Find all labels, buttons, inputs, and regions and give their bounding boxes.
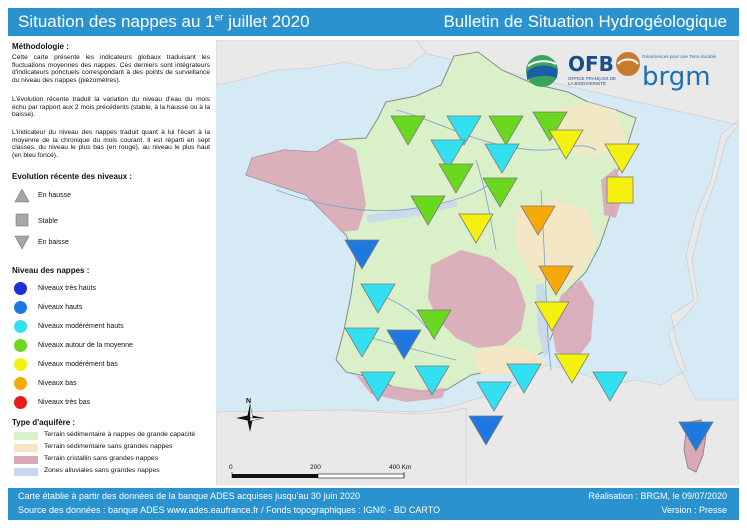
level-color-dot-icon [14, 358, 27, 371]
level-label: Niveaux autour de la moyenne [38, 342, 133, 349]
level-color-dot-icon [14, 301, 27, 314]
ofb-logo-text: OFB [568, 52, 614, 76]
title-superscript: er [214, 12, 224, 24]
scale-label-400: 400 Km [389, 464, 412, 471]
footer-version: Version : Presse [661, 505, 727, 515]
scale-bar [231, 472, 405, 479]
aquifer-indicator-down-icon [446, 115, 482, 146]
bulletin-title: Bulletin de Situation Hydrogéologique [443, 12, 727, 31]
aquifer-indicator-down-icon [410, 195, 446, 226]
aquifer-label: Terrain cristallin sans grandes nappes [44, 455, 159, 462]
aquifer-label: Zones alluviales sans grandes nappes [44, 467, 160, 474]
legend-panel: Méthodologie : Cette carte présente les … [8, 40, 216, 485]
level-label: Niveaux modérément bas [38, 361, 118, 368]
page-title: Situation des nappes au 1er juillet 2020 [18, 12, 310, 32]
aquifer-indicator-down-icon [604, 143, 640, 174]
methodology-paragraph-2: L'évolution récente traduit la variation… [12, 96, 210, 119]
header-bar: Situation des nappes au 1er juillet 2020… [8, 8, 739, 36]
aquifer-indicator-down-icon [476, 381, 512, 412]
aquifer-swatch [14, 444, 38, 452]
aquifer-indicator-down-icon [532, 111, 568, 142]
aquifer-indicator-down-icon [484, 143, 520, 174]
spain-land [216, 407, 467, 485]
aquifer-indicator-down-icon [538, 265, 574, 296]
armorican-massif [246, 140, 366, 232]
level-label: Niveaux très bas [38, 399, 91, 406]
up-triangle-icon [14, 188, 30, 203]
england-land [216, 40, 427, 86]
aquifer-indicator-down-icon [482, 177, 518, 208]
scale-label-200: 200 [310, 464, 321, 471]
aquifer-indicator-down-icon [386, 329, 422, 360]
square-icon [15, 213, 29, 227]
methodology-paragraph-1: Cette carte présente les indicateurs glo… [12, 54, 210, 84]
aquifer-indicator-down-icon [488, 115, 524, 146]
footer-bar: Carte établie à partir des données de la… [8, 488, 739, 520]
brgm-slogan: Géosciences pour une Terre durable [642, 54, 717, 59]
aquifer-indicator-down-icon [430, 139, 466, 170]
aquifer-indicator-down-icon [360, 371, 396, 402]
aquifer-label: Terrain sédimentaire sans grandes nappes [44, 443, 173, 450]
aquifer-indicator-down-icon [414, 365, 450, 396]
title-main: Situation des nappes au 1 [18, 12, 215, 31]
level-color-dot-icon [14, 396, 27, 409]
evolution-title: Evolution récente des niveaux : [12, 172, 133, 181]
level-label: Niveaux très hauts [38, 285, 96, 292]
aquifer-indicator-down-icon [468, 415, 504, 446]
aquifer-indicator-down-icon [458, 213, 494, 244]
levels-title: Niveau des nappes : [12, 266, 90, 275]
alps-massif [551, 280, 594, 360]
aquifer-indicator-down-icon [506, 363, 542, 394]
ofb-logo-icon [526, 55, 558, 87]
aquifer-indicator-down-icon [548, 129, 584, 160]
methodology-title: Méthodologie : [12, 42, 69, 51]
massif-central [428, 250, 526, 348]
level-color-dot-icon [14, 282, 27, 295]
aquifer-indicator-down-icon [390, 115, 426, 146]
level-color-dot-icon [14, 377, 27, 390]
methodology-paragraph-3: L'indicateur du niveau des nappes tradui… [12, 129, 210, 159]
aquifer-swatch [14, 468, 38, 476]
title-end: juillet 2020 [223, 12, 310, 31]
footer-sources: Source des données : banque ADES www.ade… [18, 505, 441, 515]
aquifer-indicator-down-icon [678, 421, 714, 452]
aquifer-indicator-down-icon [344, 327, 380, 358]
aquifer-indicator-down-icon [438, 163, 474, 194]
evolution-label-down: En baisse [38, 239, 69, 246]
france-map: N 0 200 400 Km [216, 40, 739, 485]
level-label: Niveaux modérément hauts [38, 323, 124, 330]
map-canvas [216, 40, 739, 485]
footer-realisation: Réalisation : BRGM, le 09/07/2020 [588, 491, 727, 501]
logos: OFB OFFICE FRANÇAIS DE LA BIODIVERSITÉ G… [518, 48, 723, 98]
aquifer-indicator-down-icon [520, 205, 556, 236]
north-label: N [246, 398, 252, 405]
aquifer-indicator-down-icon [534, 301, 570, 332]
aquifer-indicator-down-icon [592, 371, 628, 402]
aquifer-indicator-down-icon [554, 353, 590, 384]
north-arrow-icon [236, 403, 265, 432]
footer-data-note: Carte établie à partir des données de la… [18, 491, 360, 501]
aquifer-indicator-stable-icon [606, 176, 634, 204]
brgm-logo-icon [616, 52, 640, 76]
level-label: Niveaux hauts [38, 304, 83, 311]
level-label: Niveaux bas [38, 380, 77, 387]
aquifer-swatch [14, 456, 38, 464]
ofb-logo-subtitle: OFFICE FRANÇAIS DE LA BIODIVERSITÉ [568, 76, 617, 86]
aquifer-swatch [14, 432, 38, 440]
down-triangle-icon [14, 235, 30, 250]
aquifer-indicator-down-icon [344, 239, 380, 270]
aquifer-title: Type d'aquifère : [12, 418, 76, 427]
aquifer-indicator-down-icon [360, 283, 396, 314]
evolution-label-up: En hausse [38, 192, 72, 199]
aquifer-label: Terrain sédimentaire à nappes de grande … [44, 431, 196, 438]
aquifer-indicator-down-icon [416, 309, 452, 340]
level-color-dot-icon [14, 339, 27, 352]
scale-label-0: 0 [229, 464, 233, 471]
indicator-layer [344, 111, 714, 452]
brgm-logo-text: brgm [642, 62, 711, 92]
level-color-dot-icon [14, 320, 27, 333]
evolution-label-stable: Stable [38, 218, 58, 225]
